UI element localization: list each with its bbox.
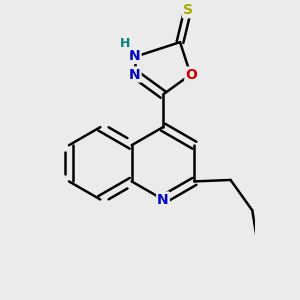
Text: N: N bbox=[129, 49, 141, 63]
Text: H: H bbox=[119, 37, 130, 50]
Text: N: N bbox=[157, 193, 169, 206]
Text: S: S bbox=[183, 3, 193, 17]
Text: O: O bbox=[185, 68, 197, 82]
Text: N: N bbox=[129, 68, 141, 82]
